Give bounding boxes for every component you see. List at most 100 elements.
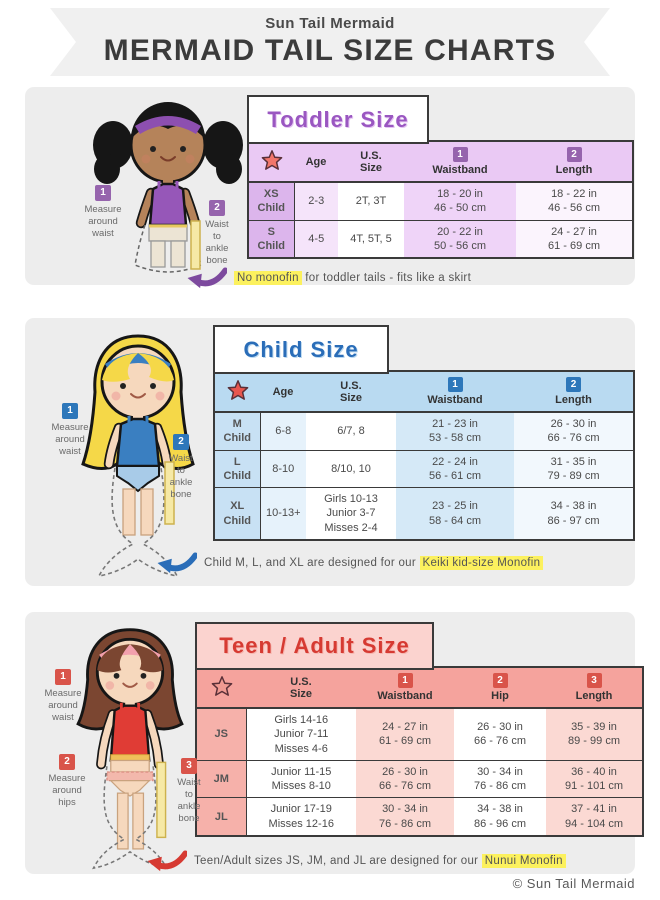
toddler-size-tab: Toddler Size bbox=[247, 95, 429, 144]
header-ribbon: Sun Tail Mermaid MERMAID TAIL SIZE CHART… bbox=[50, 8, 610, 76]
measure-waist-label: 1 Measure around waist bbox=[40, 403, 100, 458]
cell-us-size: 2T, 3T bbox=[338, 181, 404, 221]
length-label: Length bbox=[575, 690, 613, 702]
us-size-header: U.S. Size bbox=[306, 371, 396, 413]
cell-waistband: 23 - 25 in 58 - 64 cm bbox=[396, 487, 514, 541]
cell-length: 18 - 22 in 46 - 56 cm bbox=[516, 181, 633, 221]
waist-to-ankle-label: 3 Waist to ankle bone bbox=[165, 758, 213, 825]
curved-arrow-icon bbox=[157, 552, 197, 574]
us-size-header: U.S. Size bbox=[246, 667, 356, 709]
cell-hip: 34 - 38 in 86 - 96 cm bbox=[454, 797, 546, 837]
cell-us-size: 6/7, 8 bbox=[306, 411, 396, 451]
cell-size: XS Child bbox=[248, 181, 295, 221]
waistband-label: Waistband bbox=[432, 164, 488, 176]
note-text: No monofin for toddler tails - fits like… bbox=[234, 271, 472, 285]
badge-1: 1 bbox=[452, 147, 468, 162]
table-row: L Child 8-10 8/10, 10 22 - 24 in 56 - 61… bbox=[214, 449, 634, 488]
cell-us-size: 8/10, 10 bbox=[306, 449, 396, 488]
measure-2-badge: 2 bbox=[59, 754, 75, 770]
measure-waist-label: 1 Measure around waist bbox=[75, 185, 131, 240]
length-header: 3 Length bbox=[546, 667, 643, 709]
badge-2: 2 bbox=[566, 377, 581, 392]
note-text: Teen/Adult sizes JS, JM, and JL are desi… bbox=[194, 854, 566, 868]
cell-size: JL bbox=[196, 797, 247, 837]
waistband-header: 1 Waistband bbox=[404, 141, 516, 183]
star-header-cell bbox=[196, 667, 246, 709]
table-row: M Child 6-8 6/7, 8 21 - 23 in 53 - 58 cm… bbox=[214, 411, 634, 451]
measure-2-text: Waist to ankle bone bbox=[169, 453, 193, 500]
star-icon bbox=[227, 380, 248, 400]
cell-size: XL Child bbox=[214, 487, 261, 541]
measure-hips-label: 2 Measure around hips bbox=[37, 754, 97, 809]
measure-2-text: Measure around hips bbox=[48, 773, 86, 808]
star-header-cell bbox=[214, 371, 260, 413]
child-note: Child M, L, and XL are designed for our … bbox=[155, 552, 544, 574]
table-header-row: Age U.S. Size 1 Waistband 2 Length bbox=[214, 371, 634, 413]
star-icon bbox=[211, 676, 232, 696]
curved-arrow-icon bbox=[187, 267, 227, 289]
cell-size: M Child bbox=[214, 411, 261, 451]
cell-size: L Child bbox=[214, 449, 261, 488]
measure-waist-label: 1 Measure around waist bbox=[33, 669, 93, 724]
toddler-size-title: Toddler Size bbox=[267, 106, 409, 132]
cell-waistband: 22 - 24 in 56 - 61 cm bbox=[396, 449, 514, 488]
cell-age: 6-8 bbox=[260, 411, 306, 451]
cell-us-size: 4T, 5T, 5 bbox=[338, 219, 404, 259]
note-highlight: No monofin bbox=[234, 271, 302, 285]
cell-size: JM bbox=[196, 759, 247, 798]
waist-to-ankle-label: 2 Waist to ankle bone bbox=[157, 434, 205, 501]
table-row: JS Girls 14-16 Junior 7-11 Misses 4-6 24… bbox=[196, 707, 643, 761]
note-highlight: Nunui Monofin bbox=[481, 854, 566, 868]
note-rest: Child M, L, and XL are designed for our bbox=[204, 557, 420, 569]
cell-length: 34 - 38 in 86 - 97 cm bbox=[514, 487, 634, 541]
cell-length: 36 - 40 in 91 - 101 cm bbox=[546, 759, 643, 798]
age-header: Age bbox=[260, 371, 306, 413]
cell-length: 24 - 27 in 61 - 69 cm bbox=[516, 219, 633, 259]
waist-to-ankle-label: 2 Waist to ankle bone bbox=[193, 200, 241, 267]
cell-size: JS bbox=[196, 707, 247, 761]
table-row: JL Junior 17-19 Misses 12-16 30 - 34 in … bbox=[196, 797, 643, 837]
cell-age: 2-3 bbox=[294, 181, 338, 221]
teen-adult-size-tab: Teen / Adult Size bbox=[195, 622, 434, 670]
length-label: Length bbox=[555, 164, 593, 176]
measure-1-badge: 1 bbox=[95, 185, 111, 201]
cell-size: S Child bbox=[248, 219, 295, 259]
child-size-title: Child Size bbox=[243, 336, 359, 362]
cell-age: 4-5 bbox=[294, 219, 338, 259]
cell-length: 37 - 41 in 94 - 104 cm bbox=[546, 797, 643, 837]
length-header: 2 Length bbox=[516, 141, 633, 183]
us-size-header: U.S. Size bbox=[338, 141, 404, 183]
child-mermaid-illustration bbox=[81, 334, 195, 578]
toddler-note: No monofin for toddler tails - fits like… bbox=[185, 267, 471, 289]
cell-waistband: 18 - 20 in 46 - 50 cm bbox=[404, 181, 516, 221]
note-highlight: Keiki kid-size Monofin bbox=[419, 556, 544, 570]
badge-1: 1 bbox=[397, 673, 413, 688]
table-row: JM Junior 11-15 Misses 8-10 26 - 30 in 6… bbox=[196, 759, 643, 798]
copyright-text: © Sun Tail Mermaid bbox=[512, 876, 635, 891]
cell-hip: 30 - 34 in 76 - 86 cm bbox=[454, 759, 546, 798]
cell-waistband: 20 - 22 in 50 - 56 cm bbox=[404, 219, 516, 259]
child-size-tab: Child Size bbox=[213, 325, 389, 374]
curved-arrow-icon bbox=[147, 850, 187, 872]
measure-2-badge: 2 bbox=[209, 200, 225, 216]
cell-us-size: Girls 14-16 Junior 7-11 Misses 4-6 bbox=[246, 707, 356, 761]
age-header: Age bbox=[294, 141, 338, 183]
cell-waistband: 30 - 34 in 76 - 86 cm bbox=[356, 797, 454, 837]
hip-label: Hip bbox=[491, 690, 509, 702]
brand-name: Sun Tail Mermaid bbox=[265, 15, 395, 32]
teen-adult-size-title: Teen / Adult Size bbox=[219, 633, 410, 658]
waistband-label: Waistband bbox=[377, 690, 433, 702]
table-row: XS Child 2-3 2T, 3T 18 - 20 in 46 - 50 c… bbox=[248, 181, 633, 221]
measure-2-badge: 2 bbox=[173, 434, 189, 450]
note-rest: for toddler tails - fits like a skirt bbox=[301, 272, 472, 284]
cell-waistband: 21 - 23 in 53 - 58 cm bbox=[396, 411, 514, 451]
child-size-table: Age U.S. Size 1 Waistband 2 Length M Chi… bbox=[213, 370, 635, 542]
cell-waistband: 26 - 30 in 66 - 76 cm bbox=[356, 759, 454, 798]
toddler-size-table: Age U.S. Size 1 Waistband 2 Length XS Ch… bbox=[247, 140, 634, 260]
badge-3: 3 bbox=[586, 673, 602, 688]
teen-adult-note: Teen/Adult sizes JS, JM, and JL are desi… bbox=[145, 850, 566, 872]
measure-3-text: Waist to ankle bone bbox=[177, 777, 201, 824]
waistband-header: 1 Waistband bbox=[356, 667, 454, 709]
cell-hip: 26 - 30 in 66 - 76 cm bbox=[454, 707, 546, 761]
